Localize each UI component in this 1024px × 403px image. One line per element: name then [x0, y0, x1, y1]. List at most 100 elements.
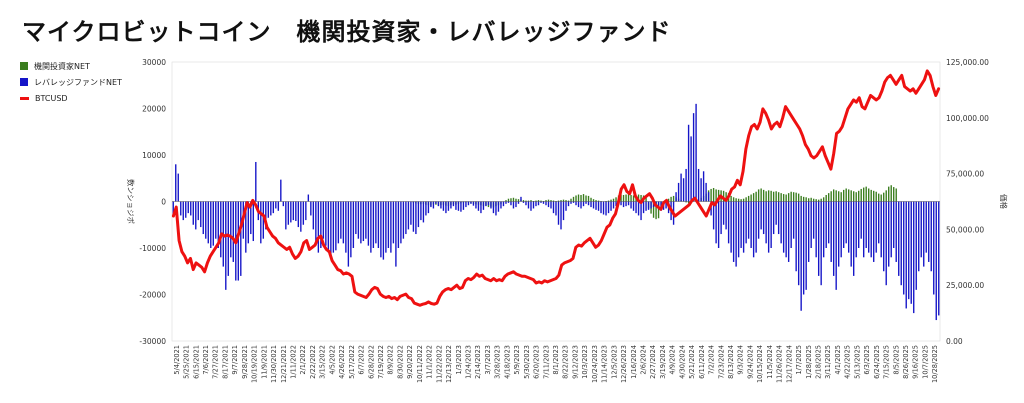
- x-tick-label: 7/11/2023: [542, 345, 550, 379]
- x-tick-label: 8/30/2022: [396, 345, 404, 379]
- leveraged-net-bar: [632, 201, 635, 211]
- leveraged-net-bar: [675, 192, 677, 202]
- legend: 機関投資家NET レバレッジファンドNET BTCUSD: [20, 58, 122, 106]
- leveraged-net-bar: [875, 201, 877, 253]
- leveraged-net-bar: [297, 201, 300, 228]
- institutional-net-bar: [655, 201, 657, 220]
- x-tick-label: 5/4/2021: [173, 345, 181, 375]
- leveraged-net-bar: [215, 201, 217, 239]
- leveraged-net-bar: [355, 201, 357, 235]
- leveraged-net-bar: [310, 201, 312, 216]
- leveraged-net-bar: [317, 201, 320, 253]
- institutional-net-bar: [512, 197, 515, 202]
- institutional-net-bar: [507, 198, 510, 202]
- x-tick-label: 7/2/2024: [708, 345, 716, 375]
- leveraged-net-bar: [227, 201, 229, 276]
- institutional-net-bar: [577, 194, 580, 202]
- institutional-net-bar: [740, 199, 742, 202]
- x-tick-label: 11/14/2023: [601, 345, 609, 383]
- x-tick-label: 10/7/2025: [921, 345, 929, 379]
- leveraged-net-bar: [863, 201, 865, 258]
- x-tick-label: 8/1/2023: [552, 345, 560, 375]
- institutional-net-bar: [843, 189, 845, 202]
- leveraged-net-bar: [720, 201, 722, 235]
- institutional-net-bar: [855, 192, 857, 202]
- institutional-net-bar: [762, 189, 765, 202]
- leveraged-net-bar: [843, 201, 845, 248]
- legend-swatch-btcusd: [20, 96, 29, 100]
- leveraged-net-bar: [615, 201, 617, 207]
- leveraged-net-bar: [507, 201, 510, 203]
- institutional-net-bar: [685, 201, 687, 203]
- x-tick-label: 11/30/2021: [270, 345, 278, 383]
- leveraged-net-bar: [522, 201, 525, 203]
- leveraged-net-bar: [908, 201, 910, 300]
- right-tick-label: 75,000.00: [946, 170, 984, 179]
- leveraged-net-bar: [680, 173, 682, 202]
- institutional-net-bar: [622, 194, 625, 202]
- x-tick-label: 12/26/2023: [620, 345, 628, 383]
- leveraged-net-bar: [237, 201, 239, 281]
- leveraged-net-bar: [532, 201, 535, 209]
- leveraged-net-bar: [177, 173, 179, 202]
- leveraged-net-bar: [195, 201, 197, 230]
- leveraged-net-bar: [460, 201, 462, 212]
- leveraged-net-bar: [895, 201, 897, 262]
- leveraged-net-bar: [185, 201, 187, 218]
- institutional-net-bar: [687, 201, 690, 204]
- institutional-net-bar: [885, 190, 887, 202]
- institutional-net-bar: [742, 198, 745, 202]
- x-tick-label: 11/1/2022: [426, 345, 434, 379]
- leveraged-net-bar: [462, 201, 465, 210]
- institutional-net-bar: [562, 199, 565, 202]
- leveraged-net-bar: [275, 201, 277, 209]
- leveraged-net-bar: [585, 201, 587, 204]
- right-tick-label: 125,000.00: [946, 58, 989, 67]
- leveraged-net-bar: [350, 201, 352, 258]
- institutional-net-bar: [860, 188, 862, 202]
- leveraged-net-bar: [330, 201, 332, 258]
- leveraged-net-bar: [207, 201, 209, 244]
- leveraged-net-bar: [197, 201, 199, 221]
- leveraged-net-bar: [742, 201, 745, 253]
- institutional-net-bar: [807, 198, 810, 202]
- leveraged-net-bar: [540, 201, 542, 203]
- x-tick-label: 5/25/2021: [183, 345, 191, 379]
- x-tick-label: 4/5/2022: [328, 345, 336, 375]
- leveraged-net-bar: [772, 201, 775, 235]
- leveraged-net-bar: [827, 201, 830, 244]
- institutional-net-bar: [535, 200, 537, 202]
- leveraged-net-bar: [597, 201, 600, 211]
- x-tick-label: 9/28/2021: [241, 345, 249, 379]
- institutional-net-bar: [670, 196, 672, 202]
- leveraged-net-bar: [587, 201, 590, 206]
- left-tick-label: -10000: [139, 244, 166, 253]
- institutional-net-bar: [782, 194, 785, 202]
- institutional-net-bar: [517, 199, 520, 202]
- leveraged-net-bar: [822, 201, 825, 258]
- leveraged-net-bar: [700, 178, 702, 202]
- leveraged-net-bar: [372, 201, 375, 248]
- leveraged-net-bar: [775, 201, 777, 225]
- institutional-net-bar: [810, 197, 812, 202]
- leveraged-net-bar: [332, 201, 335, 253]
- institutional-net-bar: [830, 191, 832, 202]
- leveraged-net-bar: [200, 201, 202, 228]
- leveraged-net-bar: [590, 201, 592, 208]
- leveraged-net-bar: [270, 201, 272, 216]
- leveraged-net-bar: [417, 201, 420, 228]
- x-tick-label: 4/18/2023: [503, 345, 511, 379]
- leveraged-net-bar: [325, 201, 327, 246]
- leveraged-net-bar: [820, 201, 822, 286]
- leveraged-net-bar: [885, 201, 887, 286]
- leveraged-net-bar: [817, 201, 820, 276]
- leveraged-net-bar: [855, 201, 857, 258]
- leveraged-net-bar: [883, 201, 885, 272]
- legend-swatch-institutional: [20, 62, 28, 70]
- x-tick-label: 10/11/2022: [416, 345, 424, 383]
- leveraged-net-bar: [352, 201, 355, 248]
- leveraged-net-bar: [290, 201, 292, 223]
- leveraged-net-bar: [918, 201, 920, 272]
- leveraged-net-bar: [175, 164, 177, 202]
